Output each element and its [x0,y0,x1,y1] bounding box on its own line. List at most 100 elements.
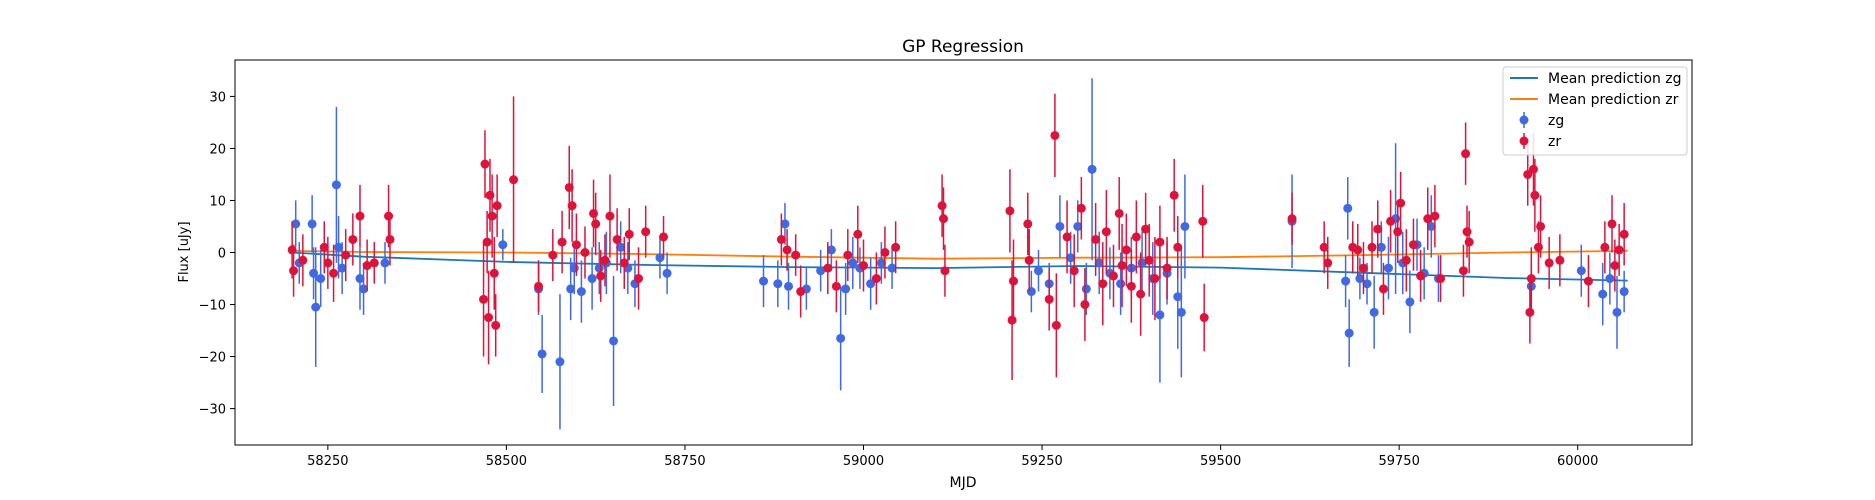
x-tick-label: 58250 [307,454,348,469]
zr-point [791,250,801,260]
zg-point [1180,221,1190,231]
x-axis: 58250 58500 58750 59000 59250 59500 59750 60000 [307,445,1598,469]
legend-label-zr-mean: Mean prediction zr [1548,92,1679,108]
zr-point [1358,263,1368,273]
zr-point [823,263,833,273]
zg-point [355,274,365,284]
zg-point [311,302,321,312]
zr-point [853,229,863,239]
zg-point [1176,307,1186,317]
zg-point [555,357,565,367]
mean-prediction-line-zr [292,250,1628,260]
y-axis: −30 −20 −10 0 10 20 30 [199,90,235,418]
zr-point [891,242,901,252]
zr-point [369,258,379,268]
y-tick-label: 10 [209,194,226,209]
zr-point [1526,274,1536,284]
zg-point [1155,310,1165,320]
zg-point [876,258,886,268]
zr-point [1131,232,1141,242]
zg-point [759,276,769,286]
chart-title: GP Regression [902,37,1024,57]
legend-box [1502,66,1688,156]
zr-point [1117,261,1127,271]
zr-point [843,250,853,260]
zr-point [479,294,489,304]
zr-point [362,261,372,271]
zr-point [1069,266,1079,276]
zg-point [337,263,347,273]
zg-point [1055,221,1065,231]
zr-point [1319,242,1329,252]
zg-point [1116,279,1126,289]
legend-label-zg-mean: Mean prediction zg [1548,71,1682,87]
zg-point [662,268,672,278]
zr-point [348,234,358,244]
zr-point [1121,245,1131,255]
zr-point [1024,255,1034,265]
zg-point [1619,287,1629,297]
zr-point [859,261,869,271]
zg-point [1137,258,1147,268]
zr-point [1323,258,1333,268]
zr-point [287,245,297,255]
y-tick-label: −30 [199,403,226,418]
zr-point [619,258,629,268]
zr-point [940,266,950,276]
zg-point [291,219,301,229]
zg-point [784,281,794,291]
zr-point [1144,255,1154,265]
zg-point [380,258,390,268]
zg-point [773,279,783,289]
mean-prediction-line-zg [292,251,1628,282]
zr-point [1126,281,1136,291]
zr-point [1530,190,1540,200]
x-axis-label: MJD [950,475,977,491]
zr-point [484,313,494,323]
zr-point [1525,307,1535,317]
zr-point [482,237,492,247]
zg-point [307,219,317,229]
zr-point [1353,245,1363,255]
zr-point [492,201,502,211]
zr-point [1062,232,1072,242]
zg-point [1343,203,1353,213]
zr-point [1436,274,1446,284]
zr-point [487,211,497,221]
zg-point [1426,221,1436,231]
zr-point [1544,258,1554,268]
plot-area [287,78,1629,430]
zg-point [887,263,897,273]
y-tick-label: 0 [218,247,226,262]
zr-point [491,320,501,330]
x-tick-label: 59000 [843,454,884,469]
zg-point [1073,221,1083,231]
zr-point [1141,224,1151,234]
zg-point [1376,242,1386,252]
legend-marker-zg [1519,115,1529,125]
zr-point [1458,266,1468,276]
zr-point [509,175,519,185]
zr-point [580,248,590,257]
zr-point [319,242,329,252]
zr-point [323,258,333,268]
zr-point [1408,240,1418,250]
zg-point [1081,284,1091,294]
zg-point [848,258,858,268]
zg-point [1033,266,1043,276]
zr-point [485,190,495,200]
zg-point [1026,287,1036,297]
zg-point [1598,289,1608,299]
zr-point [612,234,622,244]
zg-point [537,349,547,359]
zg-point [331,180,341,190]
zr-point [1023,219,1033,229]
zr-point [659,232,669,242]
zr-point [1007,315,1017,325]
zr-point [634,274,644,284]
zr-point [1198,216,1208,226]
zg-point [1341,276,1351,286]
zr-point [796,287,806,297]
zr-point [1044,294,1054,304]
